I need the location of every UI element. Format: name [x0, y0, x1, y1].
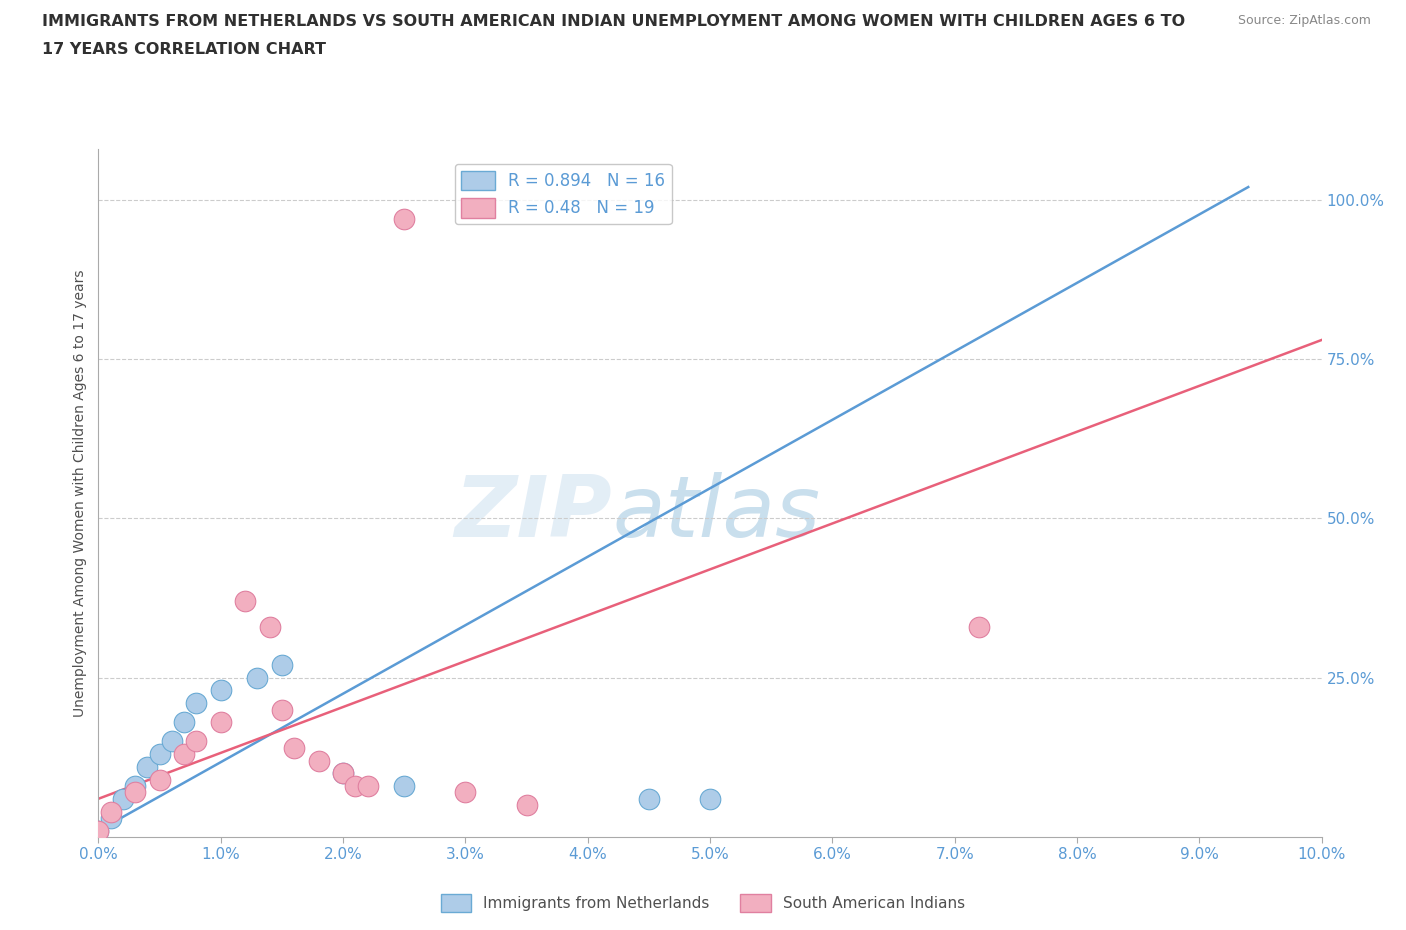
Text: ZIP: ZIP — [454, 472, 612, 555]
Point — [173, 747, 195, 762]
Point — [124, 785, 146, 800]
Point — [100, 810, 122, 825]
Point — [332, 765, 354, 780]
Point — [209, 683, 232, 698]
Text: Source: ZipAtlas.com: Source: ZipAtlas.com — [1237, 14, 1371, 27]
Point — [186, 734, 208, 749]
Point — [173, 715, 195, 730]
Point — [160, 734, 183, 749]
Point — [392, 211, 416, 226]
Point — [149, 772, 172, 787]
Legend: Immigrants from Netherlands, South American Indians: Immigrants from Netherlands, South Ameri… — [434, 888, 972, 918]
Point — [186, 696, 208, 711]
Point — [270, 702, 292, 717]
Legend: R = 0.894   N = 16, R = 0.48   N = 19: R = 0.894 N = 16, R = 0.48 N = 19 — [454, 164, 672, 224]
Point — [392, 778, 416, 793]
Point — [124, 778, 146, 793]
Point — [136, 760, 159, 775]
Point — [149, 747, 172, 762]
Point — [344, 778, 367, 793]
Point — [356, 778, 378, 793]
Point — [332, 765, 354, 780]
Text: IMMIGRANTS FROM NETHERLANDS VS SOUTH AMERICAN INDIAN UNEMPLOYMENT AMONG WOMEN WI: IMMIGRANTS FROM NETHERLANDS VS SOUTH AME… — [42, 14, 1185, 29]
Point — [209, 715, 232, 730]
Point — [100, 804, 122, 819]
Point — [270, 658, 292, 672]
Point — [699, 791, 721, 806]
Point — [87, 823, 110, 838]
Text: atlas: atlas — [612, 472, 820, 555]
Point — [233, 593, 256, 608]
Text: 17 YEARS CORRELATION CHART: 17 YEARS CORRELATION CHART — [42, 42, 326, 57]
Y-axis label: Unemployment Among Women with Children Ages 6 to 17 years: Unemployment Among Women with Children A… — [73, 269, 87, 717]
Point — [283, 740, 305, 755]
Point — [259, 619, 281, 634]
Point — [87, 823, 110, 838]
Point — [967, 619, 990, 634]
Point — [516, 798, 538, 813]
Point — [637, 791, 661, 806]
Point — [308, 753, 330, 768]
Point — [246, 671, 269, 685]
Point — [454, 785, 477, 800]
Point — [111, 791, 134, 806]
